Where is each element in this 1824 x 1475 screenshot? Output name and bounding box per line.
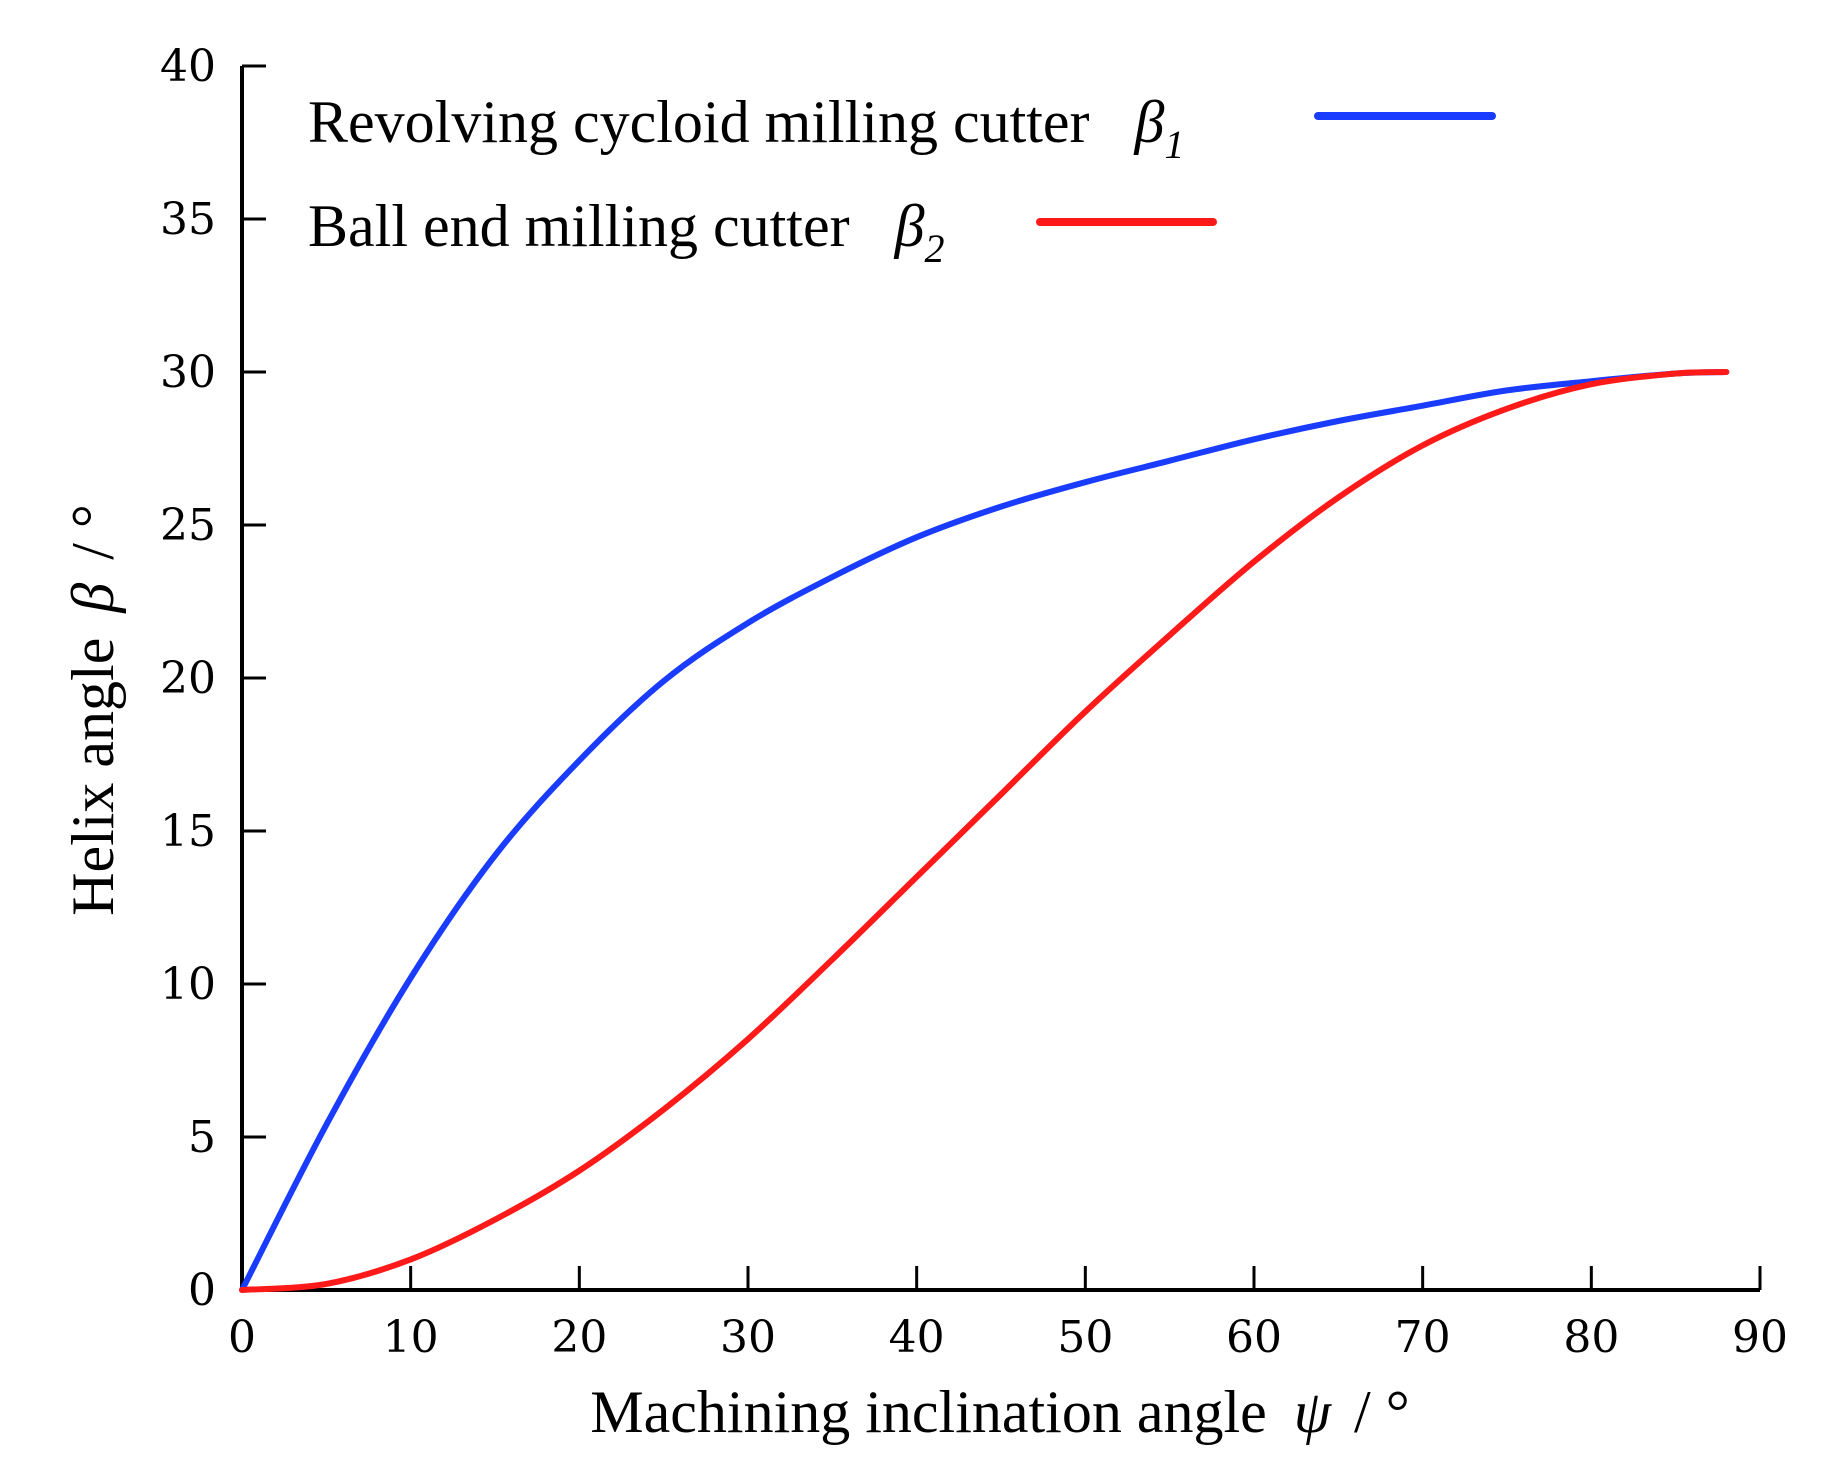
y-tick-label: 35 xyxy=(160,194,216,245)
series-layer xyxy=(239,369,1730,1293)
legend-entry-1: Revolving cycloid milling cutter β1 xyxy=(308,89,1496,167)
y-tick-label: 30 xyxy=(160,347,216,398)
series-line-1 xyxy=(239,369,1730,1293)
x-tick-label: 50 xyxy=(1057,1312,1113,1363)
y-tick-label: 40 xyxy=(160,41,216,92)
x-tick-label: 10 xyxy=(383,1312,439,1363)
x-tick-label: 30 xyxy=(720,1312,776,1363)
legend: Revolving cycloid milling cutter β1 Ball… xyxy=(308,89,1496,271)
y-tick-label: 10 xyxy=(160,959,216,1010)
x-axis-ticks: 0 10 20 30 40 50 60 70 80 90 xyxy=(228,1266,1788,1363)
x-tick-label: 0 xyxy=(228,1312,256,1363)
legend-label-2: Ball end milling cutter β2 xyxy=(308,193,944,271)
x-tick-label: 90 xyxy=(1732,1312,1788,1363)
legend-label-1: Revolving cycloid milling cutter β1 xyxy=(308,89,1184,167)
legend-entry-2: Ball end milling cutter β2 xyxy=(308,193,1217,271)
y-tick-label: 25 xyxy=(160,500,216,551)
x-axis-title: Machining inclination angle ψ / ° xyxy=(590,1379,1409,1445)
y-tick-label: 15 xyxy=(160,806,216,857)
y-axis-ticks: 0 5 10 15 20 25 30 35 40 xyxy=(160,41,266,1316)
y-axis-title: Helix angle β / ° xyxy=(60,504,126,916)
y-tick-label: 0 xyxy=(188,1265,216,1316)
x-tick-label: 60 xyxy=(1226,1312,1282,1363)
x-tick-label: 40 xyxy=(889,1312,945,1363)
y-tick-label: 5 xyxy=(188,1112,216,1163)
x-tick-label: 20 xyxy=(551,1312,607,1363)
x-tick-label: 70 xyxy=(1395,1312,1451,1363)
y-tick-label: 20 xyxy=(160,653,216,704)
x-tick-label: 80 xyxy=(1563,1312,1619,1363)
series-line-2 xyxy=(239,369,1730,1293)
